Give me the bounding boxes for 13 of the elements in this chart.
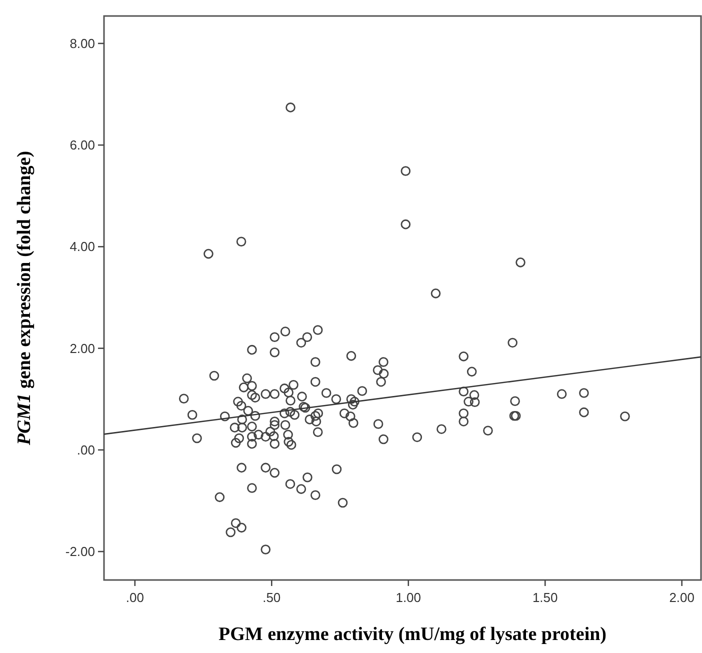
x-axis-title: PGM enzyme activity (mU/mg of lysate protein)	[218, 624, 606, 645]
x-tick-label: 1.50	[532, 590, 558, 605]
x-tick-label: 1.00	[396, 590, 422, 605]
y-tick-label: 8.00	[70, 36, 95, 51]
y-axis-title: PGM1 gene expression (fold change)	[14, 150, 35, 446]
y-tick-label: -2.00	[65, 544, 95, 560]
x-tick-label: 2.00	[669, 590, 695, 605]
y-tick-label: 4.00	[70, 239, 95, 254]
y-tick-label: 2.00	[70, 340, 95, 356]
y-tick-label: .00	[76, 442, 95, 458]
x-tick-label: .00	[126, 590, 144, 605]
x-tick-label: .50	[262, 590, 281, 605]
y-tick-label: 6.00	[70, 138, 95, 153]
